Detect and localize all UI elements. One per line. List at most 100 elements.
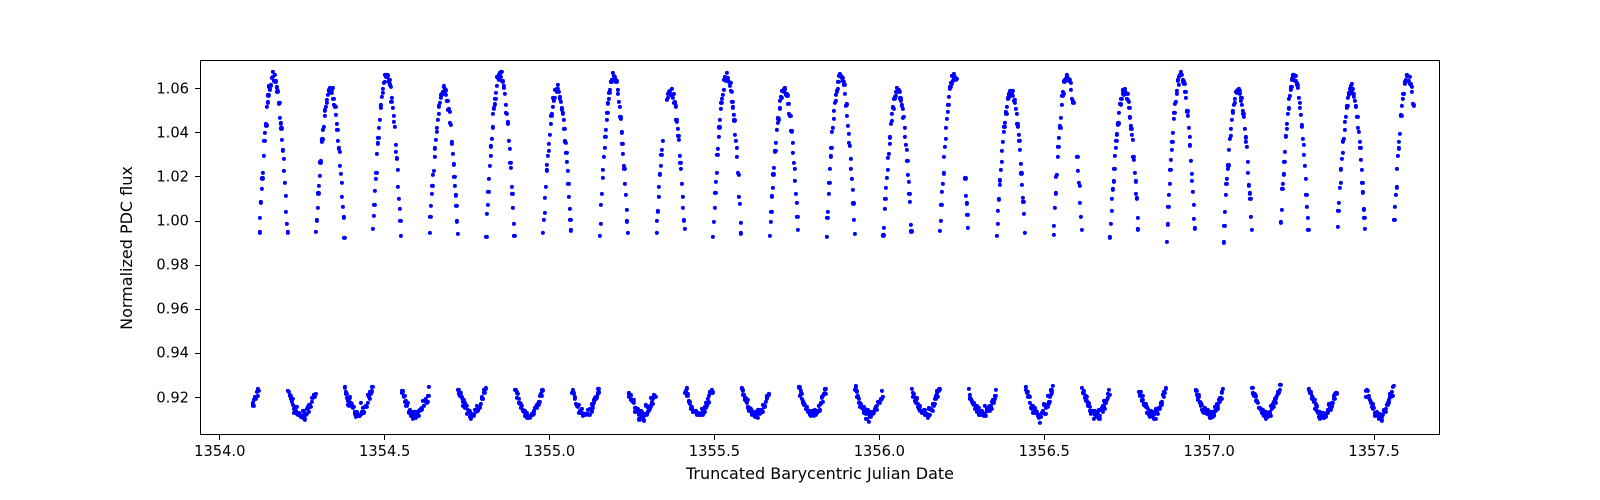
data-point <box>654 231 658 235</box>
data-point <box>1359 157 1363 161</box>
data-point <box>715 171 719 175</box>
data-point <box>273 73 277 77</box>
data-point <box>821 400 825 404</box>
data-point <box>322 113 326 117</box>
data-point <box>732 112 736 116</box>
data-point <box>831 126 835 130</box>
data-point <box>903 135 907 139</box>
data-point <box>602 155 606 159</box>
data-point <box>1271 405 1275 409</box>
data-point <box>1226 163 1230 167</box>
data-point <box>1231 109 1235 113</box>
data-point <box>342 235 346 239</box>
data-point <box>263 130 267 134</box>
data-point <box>888 135 892 139</box>
data-point <box>340 195 344 199</box>
data-point <box>1225 177 1229 181</box>
data-point <box>280 138 284 142</box>
data-point <box>948 85 952 89</box>
data-point <box>905 159 909 163</box>
data-point <box>1158 406 1162 410</box>
data-point <box>937 387 941 391</box>
data-point <box>825 235 829 239</box>
data-point <box>1220 397 1224 401</box>
data-point <box>604 128 608 132</box>
data-point <box>846 124 850 128</box>
data-point <box>375 152 379 156</box>
data-point <box>1055 173 1059 177</box>
data-point <box>1274 401 1278 405</box>
data-point <box>577 403 581 407</box>
data-point <box>894 94 898 98</box>
data-point <box>432 169 436 173</box>
data-point <box>428 215 432 219</box>
y-tick <box>195 397 200 398</box>
data-point <box>777 117 781 121</box>
data-point <box>1394 185 1398 189</box>
data-point <box>720 97 724 101</box>
data-point <box>445 99 449 103</box>
data-point <box>562 127 566 131</box>
data-point <box>677 138 681 142</box>
data-point <box>331 86 335 90</box>
data-point <box>540 394 544 398</box>
data-point <box>1278 388 1282 392</box>
data-point <box>756 416 760 420</box>
data-point <box>372 214 376 218</box>
data-point <box>1117 111 1121 115</box>
data-point <box>1170 148 1174 152</box>
data-point <box>1002 125 1006 129</box>
data-point <box>941 171 945 175</box>
data-point <box>844 102 848 106</box>
data-point <box>799 392 803 396</box>
data-point <box>728 81 732 85</box>
y-tick-label: 0.96 <box>156 301 189 318</box>
x-tick <box>1044 435 1045 440</box>
data-point <box>941 182 945 186</box>
data-point <box>1019 171 1023 175</box>
data-point <box>377 126 381 130</box>
data-point <box>660 148 664 152</box>
data-point <box>1300 125 1304 129</box>
data-point <box>600 176 604 180</box>
data-point <box>542 211 546 215</box>
data-point <box>548 133 552 137</box>
data-point <box>1212 412 1216 416</box>
data-point <box>317 184 321 188</box>
data-point <box>1051 384 1055 388</box>
data-point <box>1002 130 1006 134</box>
data-point <box>1047 400 1051 404</box>
data-point <box>680 195 684 199</box>
data-point <box>387 78 391 82</box>
data-point <box>1116 121 1120 125</box>
data-point <box>365 401 369 405</box>
data-point <box>996 209 1000 213</box>
data-point <box>1238 91 1242 95</box>
data-point <box>551 105 555 109</box>
data-point <box>550 112 554 116</box>
data-point <box>1172 111 1176 115</box>
x-tick-label: 1355.0 <box>524 443 575 460</box>
data-point <box>1141 394 1145 398</box>
data-point <box>1278 383 1282 387</box>
data-point <box>1056 145 1060 149</box>
data-point <box>540 388 544 392</box>
data-point <box>453 184 457 188</box>
data-point <box>650 402 654 406</box>
data-point <box>818 408 822 412</box>
data-point <box>906 173 910 177</box>
data-point <box>1409 85 1413 89</box>
data-point <box>771 172 775 176</box>
data-point <box>1058 126 1062 130</box>
data-point <box>434 130 438 134</box>
data-point <box>909 222 913 226</box>
data-point <box>1362 216 1366 220</box>
data-point <box>319 159 323 163</box>
y-tick <box>195 265 200 266</box>
data-point <box>1398 132 1402 136</box>
data-point <box>852 218 856 222</box>
data-point <box>532 412 536 416</box>
data-point <box>502 86 506 90</box>
data-point <box>1125 92 1129 96</box>
data-point <box>657 185 661 189</box>
